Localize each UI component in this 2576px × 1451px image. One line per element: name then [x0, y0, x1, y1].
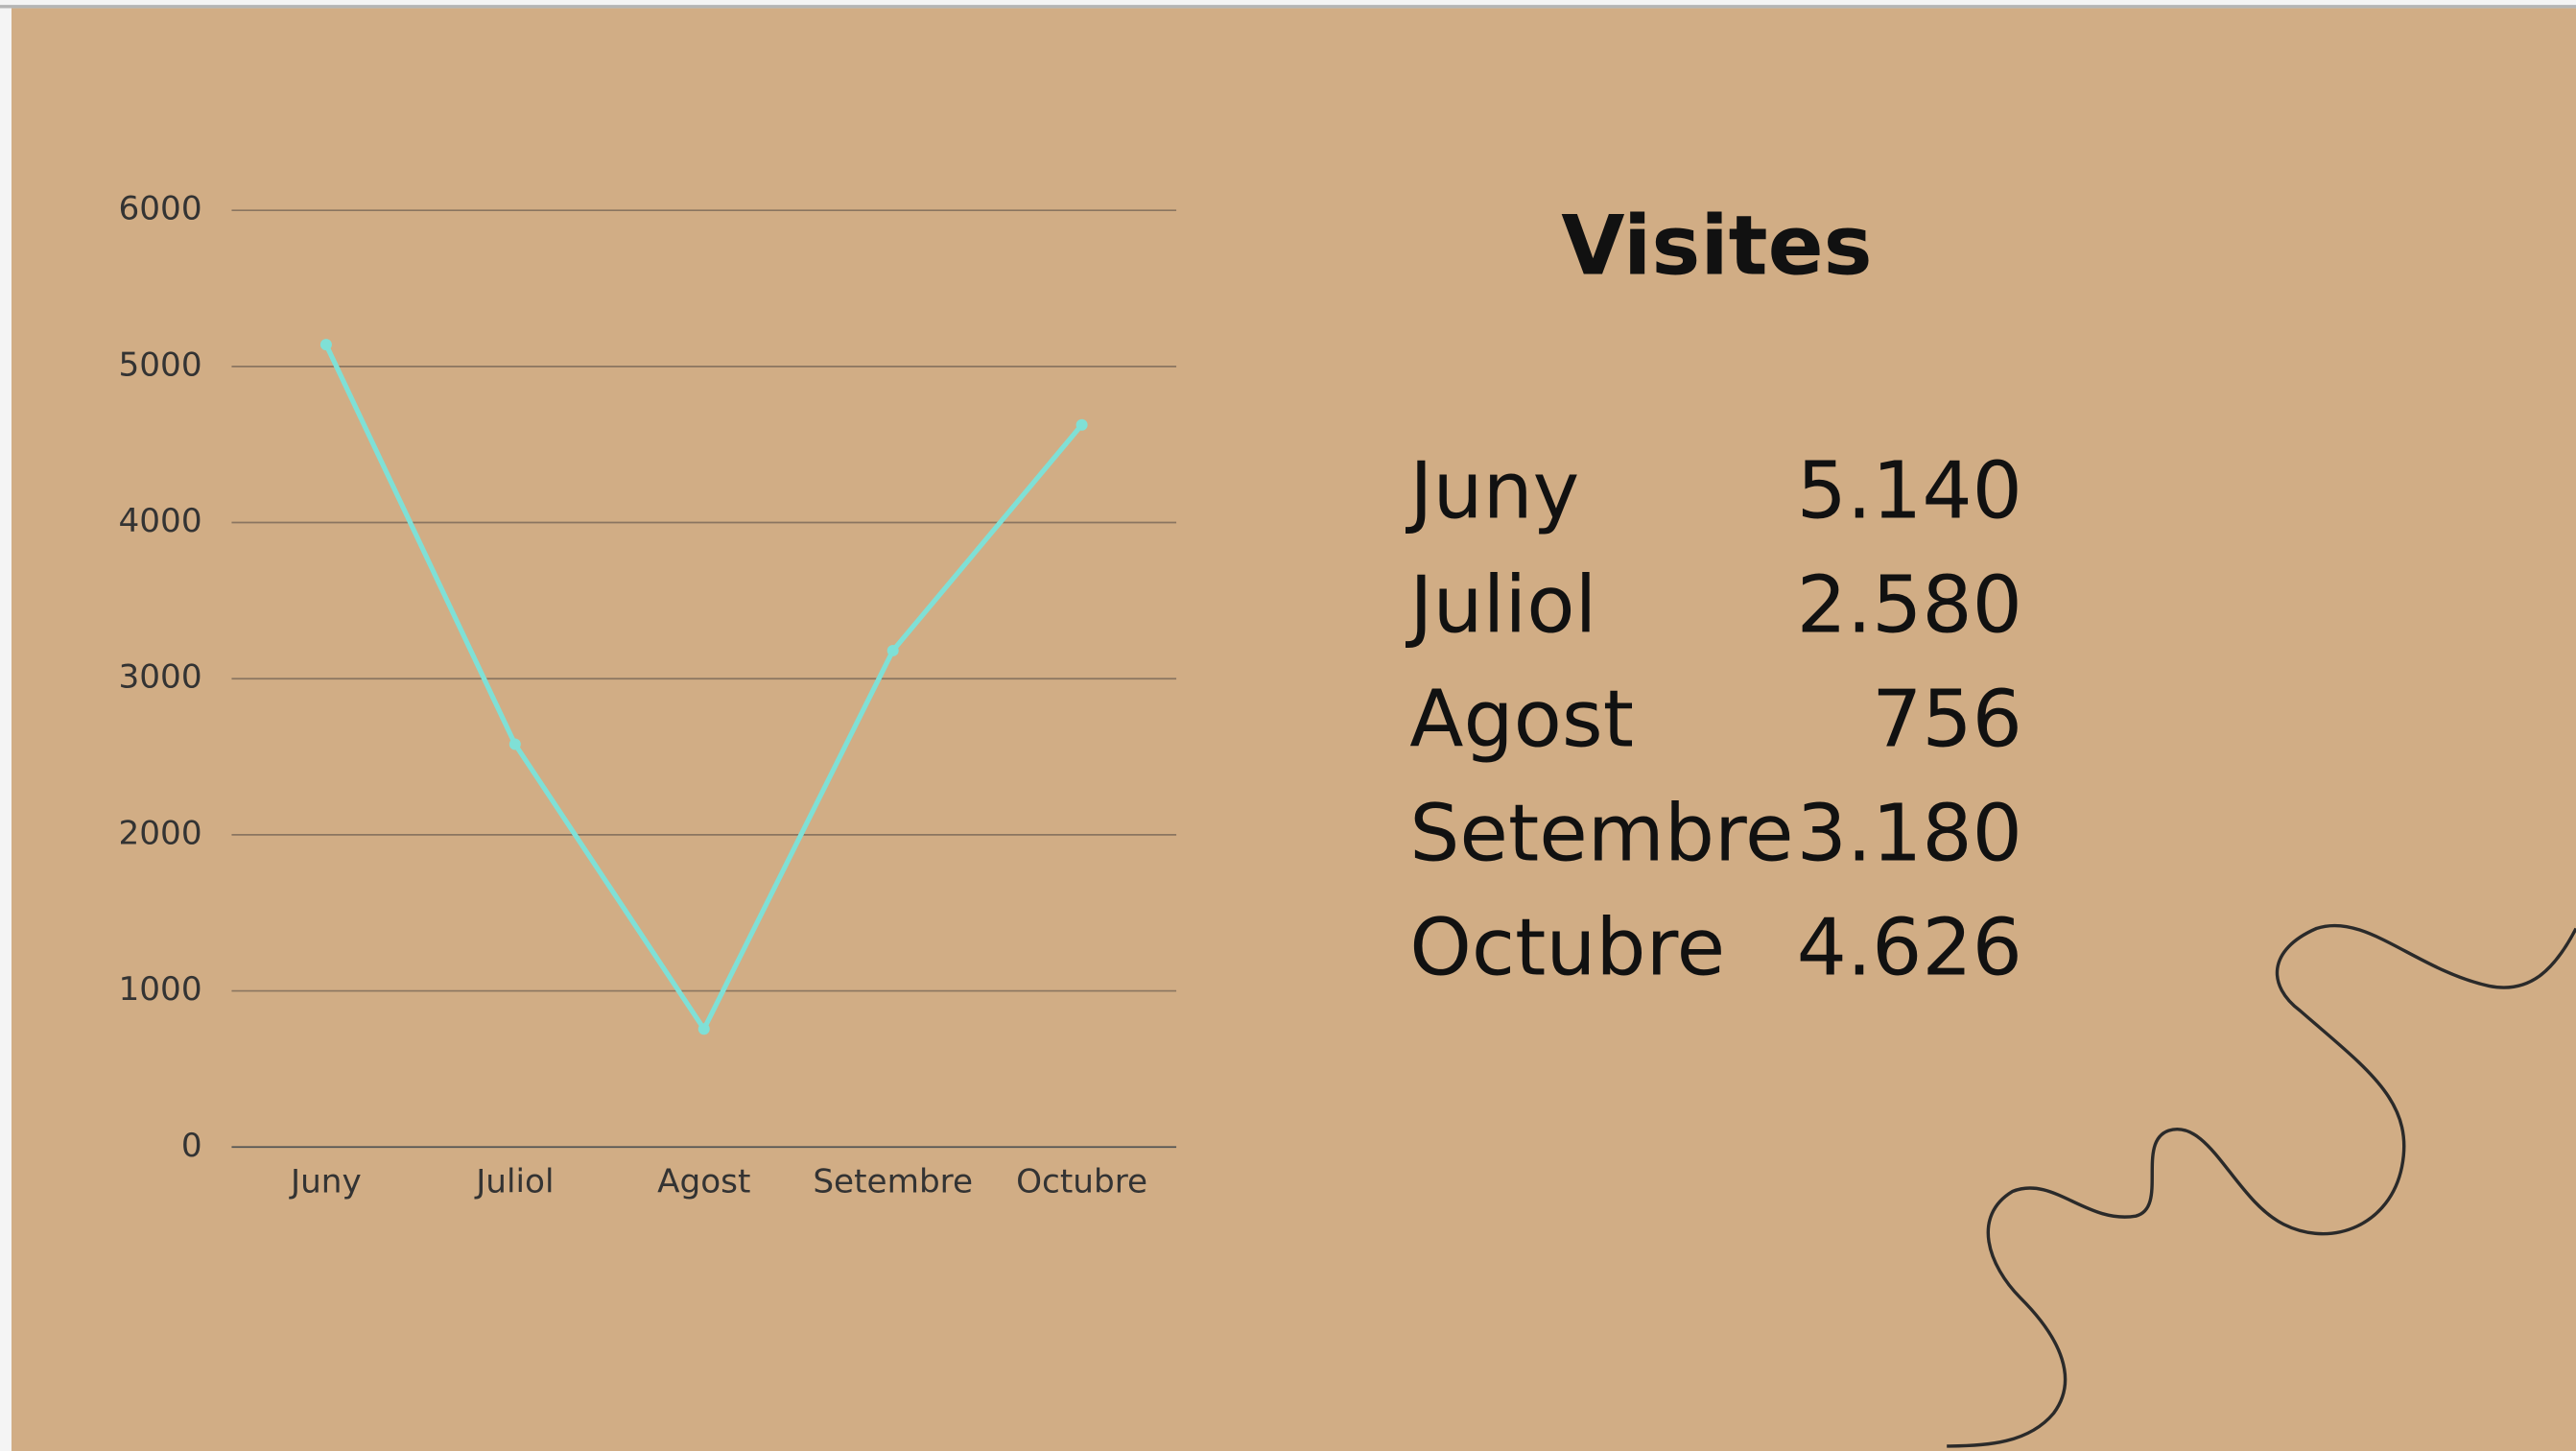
squiggle — [1947, 923, 2576, 1448]
table-value: 2.580 — [1797, 560, 2022, 652]
y-tick-label: 4000 — [119, 502, 202, 540]
table-value: 3.180 — [1797, 789, 2022, 880]
data-point — [886, 644, 899, 656]
y-tick-label: 2000 — [119, 814, 202, 852]
table-value: 4.626 — [1797, 903, 2022, 994]
table-label: Juny — [1405, 446, 1579, 537]
x-tick-label: Agost — [657, 1162, 750, 1201]
data-point — [697, 1023, 710, 1035]
x-tick-label: Juliol — [474, 1162, 554, 1201]
data-point — [319, 339, 332, 351]
table-value: 5.140 — [1797, 446, 2022, 537]
data-point — [508, 738, 521, 750]
table-label: Juliol — [1405, 560, 1596, 652]
x-tick-label: Setembre — [813, 1162, 973, 1201]
data-point — [1075, 418, 1088, 431]
table-label: Setembre — [1409, 789, 1793, 880]
y-tick-label: 1000 — [119, 970, 202, 1009]
y-tick-label: 6000 — [119, 190, 202, 228]
table-label: Agost — [1409, 675, 1634, 766]
y-tick-label: 0 — [181, 1127, 202, 1165]
x-tick-label: Juny — [289, 1162, 362, 1201]
heading: Visites — [1561, 199, 1872, 294]
y-tick-label: 5000 — [119, 345, 202, 384]
x-tick-label: Octubre — [1016, 1162, 1147, 1201]
y-tick-label: 3000 — [119, 658, 202, 697]
table-value: 756 — [1872, 675, 2022, 766]
table-label: Octubre — [1409, 903, 1725, 994]
background — [11, 8, 2576, 1451]
